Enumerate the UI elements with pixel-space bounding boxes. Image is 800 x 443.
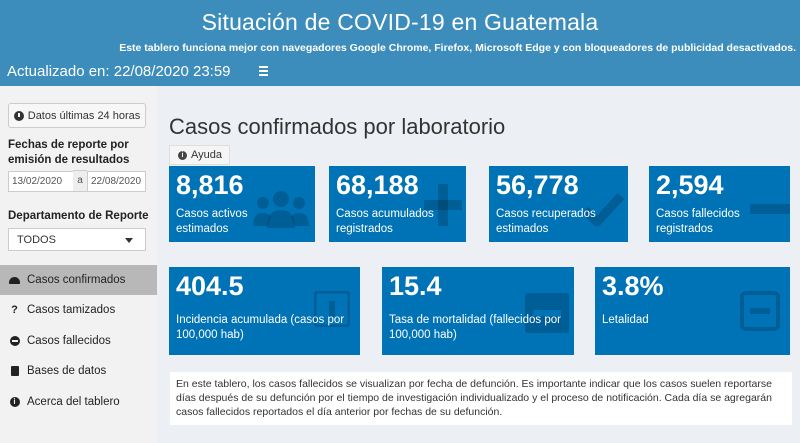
value-box-casos-fallecidos: 2,594 Casos fallecidos registrados xyxy=(649,166,790,242)
main-content: Casos confirmados por laboratorio i Ayud… xyxy=(157,86,800,443)
value-box-caption: Incidencia acumulada (casos por 100,000 … xyxy=(176,314,345,341)
value-box-value: 56,778 xyxy=(496,170,579,200)
clock-icon xyxy=(13,110,24,121)
department-label: Departamento de Reporte xyxy=(8,210,149,222)
value-box-caption: Casos fallecidos registrados xyxy=(656,208,740,235)
value-box-caption: Casos acumulados registrados xyxy=(336,208,434,235)
minus-circle-icon xyxy=(9,336,20,347)
department-selected-value: TODOS xyxy=(17,234,56,246)
nav-label: Bases de datos xyxy=(27,365,107,377)
nav-casos-confirmados[interactable]: Casos confirmados xyxy=(0,265,157,295)
value-box-caption: Casos activos estimados xyxy=(176,208,248,235)
value-box-value: 404.5 xyxy=(176,271,244,301)
value-box-value: 68,188 xyxy=(336,170,419,200)
value-box-casos-acumulados: 68,188 Casos acumulados registrados xyxy=(329,166,466,242)
caret-down-icon xyxy=(125,238,133,243)
minus-icon xyxy=(750,204,790,214)
date-from-input[interactable]: 13/02/2020 xyxy=(8,171,74,192)
nav-bases-de-datos[interactable]: Bases de datos xyxy=(0,356,157,386)
value-box-letalidad: 3.8% Letalidad xyxy=(595,267,790,355)
help-button[interactable]: i Ayuda xyxy=(169,145,230,165)
value-box-tasa-mortalidad: 15.4 Tasa de mortalidad (fallecidos por … xyxy=(382,267,574,355)
minus-square-outline-icon xyxy=(740,291,780,331)
date-to-input[interactable]: 22/08/2020 xyxy=(87,171,146,192)
nav-acerca-del-tablero[interactable]: i Acerca del tablero xyxy=(0,387,157,417)
value-box-value: 8,816 xyxy=(176,170,244,200)
value-box-value: 3.8% xyxy=(602,271,664,301)
date-range-label: Fechas de reporte por emisión de resulta… xyxy=(8,139,130,166)
value-box-value: 15.4 xyxy=(389,271,442,301)
value-box-caption: Tasa de mortalidad (fallecidos por 100,0… xyxy=(389,314,561,341)
question-icon: ? xyxy=(11,304,18,316)
value-box-incidencia: 404.5 Incidencia acumulada (casos por 10… xyxy=(169,267,360,355)
users-icon xyxy=(253,191,309,228)
department-select[interactable]: TODOS xyxy=(8,228,146,251)
gauge-icon xyxy=(9,275,20,286)
value-box-caption: Casos recuperados estimados xyxy=(496,208,596,235)
nav-label: Casos fallecidos xyxy=(27,335,111,347)
last-24h-label: Datos últimas 24 horas xyxy=(27,109,141,122)
nav-casos-tamizados[interactable]: ? Casos tamizados xyxy=(0,295,157,325)
nav-label: Casos confirmados xyxy=(27,274,126,286)
info-circle-icon: i xyxy=(9,397,20,408)
value-box-caption: Letalidad xyxy=(602,314,649,326)
date-range-separator: a xyxy=(73,170,87,192)
check-icon xyxy=(582,192,624,226)
plus-icon xyxy=(424,184,462,226)
updated-timestamp: Actualizado en: 22/08/2020 23:59 xyxy=(7,63,231,80)
help-label: Ayuda xyxy=(191,149,222,161)
last-24h-button[interactable]: Datos últimas 24 horas xyxy=(8,103,146,128)
nav-casos-fallecidos[interactable]: Casos fallecidos xyxy=(0,326,157,356)
nav-label: Acerca del tablero xyxy=(27,396,120,408)
info-icon: i xyxy=(178,150,187,160)
hamburger-menu-icon[interactable] xyxy=(257,63,271,79)
value-box-value: 2,594 xyxy=(656,170,724,200)
nav-label: Casos tamizados xyxy=(27,304,116,316)
minus-square-icon xyxy=(525,293,569,333)
header-bar: Situación de COVID-19 en Guatemala Este … xyxy=(0,0,800,86)
page-title: Casos confirmados por laboratorio xyxy=(169,114,506,139)
value-box-casos-activos: 8,816 Casos activos estimados xyxy=(169,166,315,242)
value-box-casos-recuperados: 56,778 Casos recuperados estimados xyxy=(489,166,628,242)
browser-notice: Este tablero funciona mejor con navegado… xyxy=(119,42,796,54)
plus-square-icon xyxy=(314,291,350,327)
file-icon xyxy=(9,366,20,377)
info-note: En este tablero, los casos fallecidos se… xyxy=(170,372,792,425)
page-header-title: Situación de COVID-19 en Guatemala xyxy=(201,9,599,35)
sidebar: Datos últimas 24 horas Fechas de reporte… xyxy=(0,86,157,443)
